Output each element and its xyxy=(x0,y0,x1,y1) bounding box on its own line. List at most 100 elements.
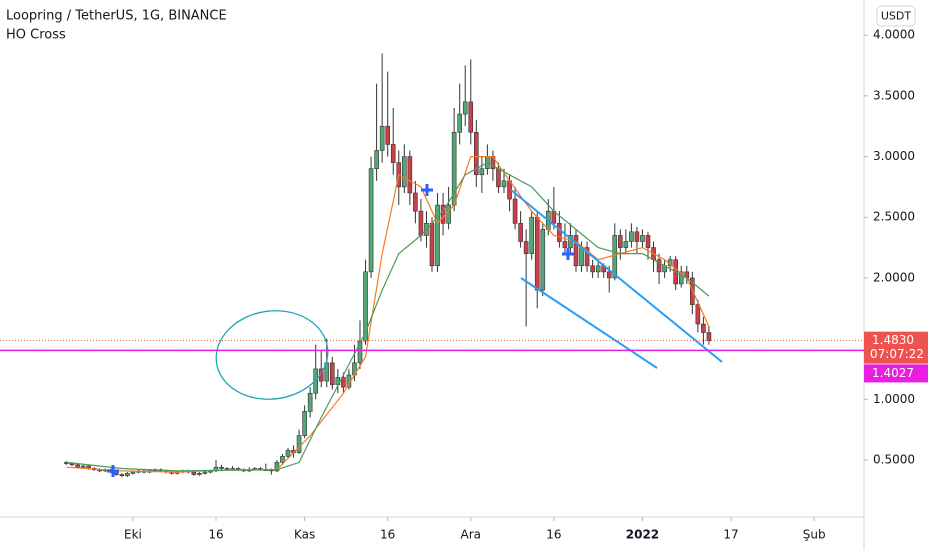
candle-body xyxy=(540,229,546,291)
candle-body xyxy=(612,235,618,279)
candle-body xyxy=(534,216,540,291)
candle-body xyxy=(634,231,640,242)
candle-body xyxy=(701,323,706,333)
candle-body xyxy=(363,271,368,342)
candle-body xyxy=(402,156,407,188)
cross-marker xyxy=(107,465,119,477)
indicator-label: HO Cross xyxy=(6,28,66,43)
candle-body xyxy=(379,125,385,151)
channel-lower xyxy=(520,277,658,369)
candle-body xyxy=(385,125,390,145)
candle-body xyxy=(413,192,418,212)
moving-average-line xyxy=(66,161,710,472)
x-tick-label: Eki xyxy=(124,528,142,542)
candle-body xyxy=(706,332,712,341)
candle-body xyxy=(512,198,518,224)
candle-body xyxy=(191,471,197,475)
candle-body xyxy=(557,223,562,242)
candle-body xyxy=(579,247,584,267)
drawings xyxy=(107,184,723,477)
countdown-label: 07:07:22 xyxy=(870,347,924,361)
candle-body xyxy=(296,435,302,453)
candle-body xyxy=(368,168,374,273)
candle-body xyxy=(202,471,208,474)
candle-body xyxy=(474,131,479,176)
candle-body xyxy=(606,271,612,279)
candle-body xyxy=(618,235,623,248)
candle-body xyxy=(119,474,125,477)
candle-body xyxy=(75,464,80,468)
last-price-tag xyxy=(864,331,928,364)
candle-body xyxy=(501,180,507,188)
candle-body xyxy=(573,235,579,267)
candle-body xyxy=(590,265,595,273)
candle-body xyxy=(529,216,534,254)
candle-body xyxy=(80,465,86,468)
candle-body xyxy=(446,204,451,224)
candle-body xyxy=(285,449,291,457)
candle-body xyxy=(584,247,590,267)
horizontal-line-tag xyxy=(864,364,928,383)
candle-body xyxy=(390,144,396,163)
candle-body xyxy=(523,241,529,254)
x-tick-label: 16 xyxy=(546,528,561,542)
candle-body xyxy=(407,156,413,194)
candle-body xyxy=(479,168,485,176)
y-tick-label: 0.5000 xyxy=(873,452,915,466)
candle-body xyxy=(435,204,440,267)
x-tick-label: Kas xyxy=(294,528,315,542)
candle-body xyxy=(595,265,601,273)
candle-body xyxy=(130,471,136,474)
candle-body xyxy=(623,241,629,248)
x-tick-label: Ara xyxy=(461,528,482,542)
x-tick-label: 16 xyxy=(208,528,223,542)
circle-drawing xyxy=(215,310,329,400)
candle-body xyxy=(695,304,701,325)
y-tick-label: 3.0000 xyxy=(873,149,915,163)
cross-markers xyxy=(107,184,574,477)
candle-body xyxy=(640,235,645,242)
candle-body xyxy=(562,241,568,248)
candle-body xyxy=(307,392,313,412)
candle-body xyxy=(518,223,523,242)
candle-body xyxy=(457,113,462,133)
x-tick-label: Şub xyxy=(803,528,826,542)
candle-body xyxy=(219,466,224,469)
candle-body xyxy=(280,456,285,463)
candle-body xyxy=(341,377,346,388)
x-tick-label: 16 xyxy=(380,528,395,542)
x-tick-label: 2022 xyxy=(626,528,659,542)
horizontal-line-label: 1.4027 xyxy=(872,366,914,380)
candle-body xyxy=(645,235,651,248)
candle-body xyxy=(429,223,435,267)
cross-marker xyxy=(421,184,433,196)
candle-body xyxy=(330,362,335,386)
candle-body xyxy=(125,473,130,477)
candle-body xyxy=(197,473,202,475)
candle-body xyxy=(468,101,474,133)
candle-body xyxy=(302,411,307,436)
y-tick-label: 3.5000 xyxy=(873,88,915,102)
cross-marker xyxy=(562,248,574,260)
y-tick-label: 2.5000 xyxy=(873,210,915,224)
currency-label: USDT xyxy=(881,10,912,23)
last-price-label: 1.4830 xyxy=(872,333,914,347)
currency-button[interactable] xyxy=(876,5,916,27)
candle-body xyxy=(656,259,662,273)
candle-body xyxy=(69,463,75,466)
candle-body xyxy=(374,150,379,169)
candle-body xyxy=(678,271,684,285)
candle-body xyxy=(629,231,634,242)
y-tick-label: 1.0000 xyxy=(873,392,915,406)
chart-title: Loopring / TetherUS, 1G, BINANCE xyxy=(6,9,227,24)
candle-body xyxy=(418,210,424,236)
candle-body xyxy=(462,101,468,115)
channel-upper xyxy=(510,189,723,363)
candle-body xyxy=(274,462,280,472)
candle-body xyxy=(568,235,573,248)
y-tick-label: 2.0000 xyxy=(873,270,915,284)
y-tick-label: 4.0000 xyxy=(873,28,915,42)
candle-body xyxy=(496,168,501,188)
